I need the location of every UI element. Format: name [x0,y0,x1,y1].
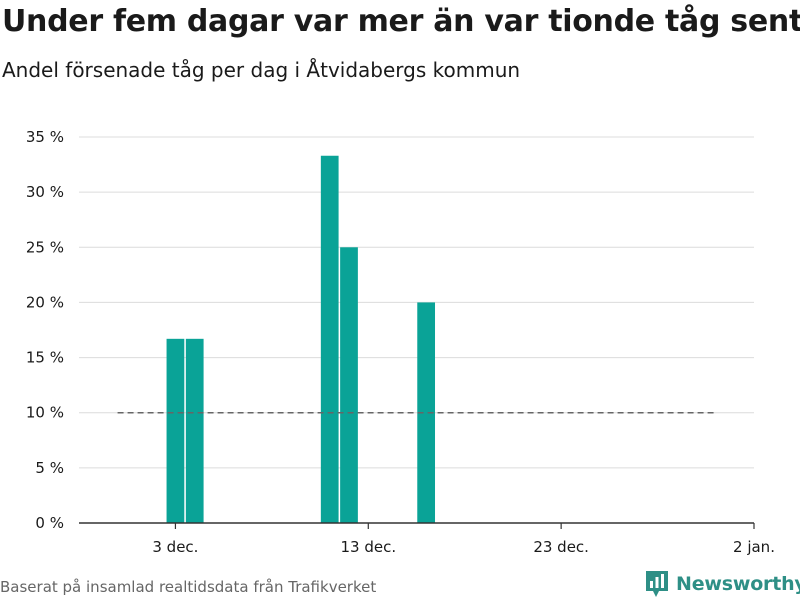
x-tick-label: 13 dec. [340,538,396,556]
y-tick-label: 15 % [26,349,64,367]
y-tick-label: 30 % [26,183,64,201]
y-tick-label: 25 % [26,238,64,256]
y-tick-label: 35 % [26,128,64,146]
x-tick-label: 23 dec. [533,538,589,556]
x-tick-label: 2 jan. [733,538,775,556]
y-tick-label: 10 % [26,404,64,422]
bar-chart: 0 % 5 % 10 % 15 % 20 % 25 % 30 % 35 % 3 dec. 13 d… [26,128,775,556]
chart-title: Under fem dagar var mer än var tionde tå… [2,4,800,39]
bar [417,302,436,523]
y-tick-label: 0 % [35,514,64,532]
chart-subtitle: Andel försenade tåg per dag i Åtvidaberg… [2,58,521,82]
y-tick-label: 20 % [26,293,64,311]
newsworthy-logo-text: Newsworthy [676,573,800,595]
newsworthy-logo-icon [646,571,668,597]
x-tick-label: 3 dec. [152,538,198,556]
source-note: Baserat på insamlad realtidsdata från Tr… [0,578,377,596]
bar [185,338,204,523]
bar [166,338,185,523]
newsworthy-logo: Newsworthy [644,569,800,599]
y-tick-label: 5 % [35,459,64,477]
bar [320,155,339,523]
bar [340,247,358,524]
